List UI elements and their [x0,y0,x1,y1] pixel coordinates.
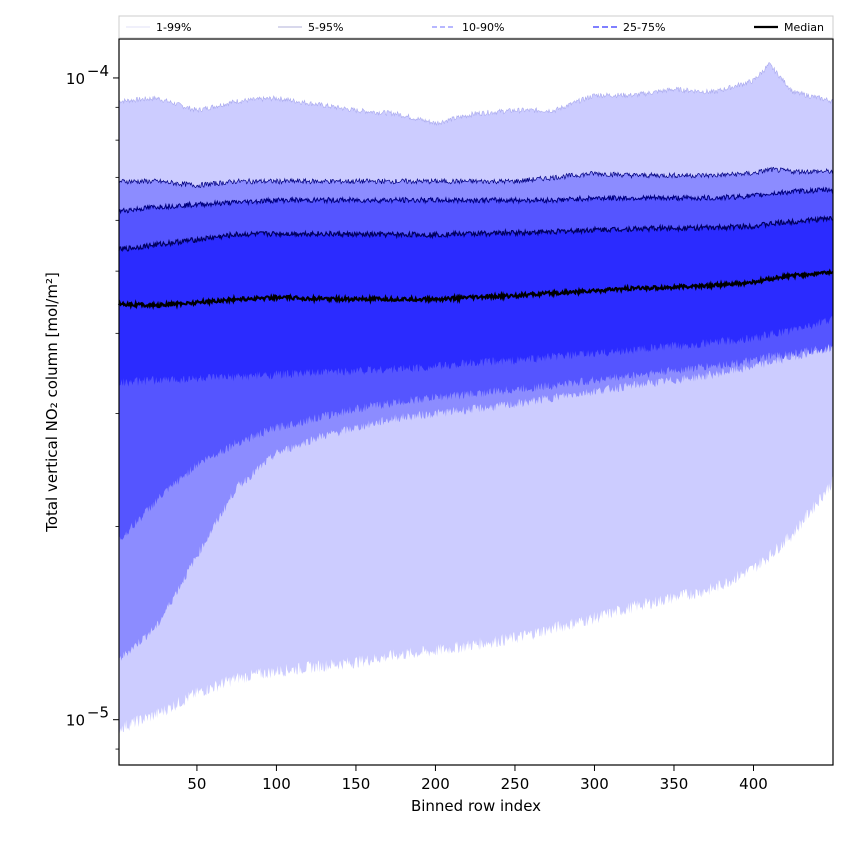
x-tick-label: 100 [262,775,291,793]
legend-label: 1-99% [156,21,191,34]
band-upper-line-10-90 [118,186,834,215]
median-line [118,268,834,311]
x-tick-label: 400 [739,775,768,793]
legend-label: Median [784,21,824,34]
x-tick-label: 200 [421,775,450,793]
y-tick-label: 10 [66,70,85,88]
legend-label: 25-75% [623,21,665,34]
y-tick-exponent: −4 [87,62,109,80]
band-upper-line-5-95 [118,166,834,189]
x-axis-label: Binned row index [411,797,541,815]
x-tick-label: 50 [187,775,206,793]
y-axis: 10−510−4 [66,62,119,750]
x-tick-label: 300 [580,775,609,793]
y-axis-label: Total vertical NO₂ column [mol/m²] [43,272,61,533]
band-upper-line-1-99 [118,62,834,127]
x-tick-label: 150 [342,775,371,793]
median-layer [118,268,834,311]
legend: 1-99% 5-95% 10-90% 25-75% Median [118,15,834,39]
legend-box [118,15,834,39]
band-25-75 [119,216,833,387]
x-axis: 50 100 150 200 250 300 350 400 [187,765,768,793]
legend-label: 5-95% [308,21,343,34]
plot-frame [118,38,834,766]
legend-label: 10-90% [462,21,504,34]
x-tick-label: 350 [660,775,689,793]
band-upper-line-25-75 [118,215,834,252]
y-tick-label: 10 [66,712,85,730]
x-tick-label: 250 [501,775,530,793]
y-tick-exponent: −5 [87,704,109,722]
chart-bands [118,62,834,734]
